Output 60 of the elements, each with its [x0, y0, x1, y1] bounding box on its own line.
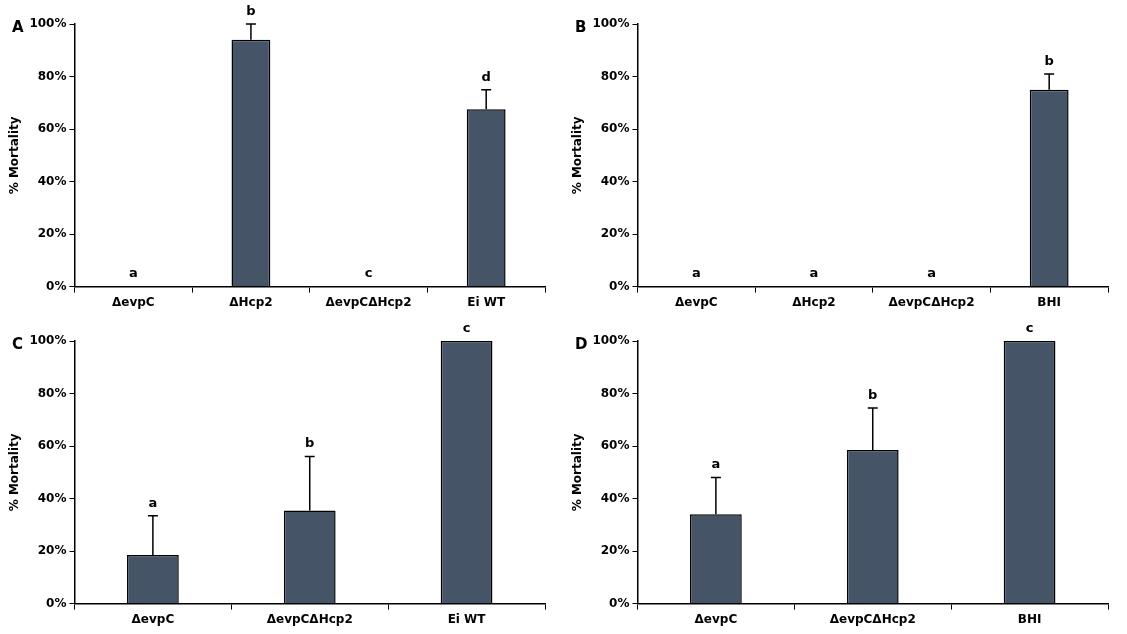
y-tick-label: 60% — [37, 438, 67, 453]
annotation: a — [128, 265, 138, 281]
x-tick-label: ΔevpC — [674, 294, 718, 309]
y-axis-title: % Mortality — [7, 433, 22, 512]
y-tick-label: 40% — [37, 173, 67, 188]
annotation: a — [927, 265, 936, 281]
y-tick-label: 80% — [37, 385, 67, 400]
y-tick-label: 60% — [600, 121, 630, 136]
x-tick-label: BHI — [1037, 294, 1062, 309]
annotation: b — [1044, 52, 1054, 68]
y-tick-label: 80% — [600, 385, 630, 400]
chart-title: D — [575, 334, 588, 353]
y-tick-label: 0% — [46, 595, 67, 610]
annotation: b — [305, 435, 315, 451]
y-tick-label: 60% — [600, 438, 630, 453]
x-tick-label: ΔevpCΔHcp2 — [829, 611, 916, 626]
chart-title: A — [12, 17, 24, 36]
x-tick-label: ΔHcp2 — [229, 294, 273, 309]
y-tick-label: 20% — [37, 226, 67, 241]
x-tick-label: ΔevpCΔHcp2 — [266, 611, 353, 626]
annotation: a — [148, 494, 158, 510]
x-tick-label: ΔevpCΔHcp2 — [325, 294, 412, 309]
x-tick-label: BHI — [1017, 611, 1042, 626]
x-tick-label: ΔevpC — [694, 611, 738, 626]
annotation: c — [1025, 319, 1034, 335]
y-tick-label: 100% — [29, 16, 67, 31]
x-tick-label: Ei WT — [447, 611, 487, 626]
y-tick-label: 40% — [37, 490, 67, 505]
chart-title: B — [575, 17, 587, 36]
annotation: a — [809, 265, 819, 281]
y-tick-label: 20% — [37, 543, 67, 558]
chart-title: C — [12, 334, 24, 353]
y-tick-label: 100% — [592, 16, 630, 31]
y-tick-label: 100% — [592, 333, 630, 348]
x-tick-label: ΔevpC — [111, 294, 155, 309]
y-tick-label: 80% — [37, 68, 67, 83]
y-tick-label: 100% — [29, 333, 67, 348]
x-tick-label: Ei WT — [467, 294, 506, 309]
annotation: d — [481, 68, 491, 84]
annotation: b — [246, 2, 256, 18]
y-tick-label: 20% — [600, 543, 630, 558]
y-tick-label: 0% — [609, 278, 630, 293]
y-tick-label: 40% — [600, 173, 630, 188]
x-tick-label: ΔevpC — [131, 611, 175, 626]
y-axis-title: % Mortality — [570, 116, 585, 195]
y-tick-label: 60% — [37, 121, 67, 136]
annotation: c — [462, 319, 471, 335]
y-tick-label: 0% — [609, 595, 630, 610]
y-tick-label: 80% — [600, 68, 630, 83]
y-axis-title: % Mortality — [570, 433, 585, 512]
y-tick-label: 20% — [600, 226, 630, 241]
y-tick-label: 0% — [46, 278, 67, 293]
annotation: c — [364, 265, 373, 281]
annotation: a — [711, 456, 721, 472]
annotation: b — [868, 386, 878, 402]
x-tick-label: ΔevpCΔHcp2 — [888, 294, 975, 309]
y-axis-title: % Mortality — [7, 116, 22, 195]
x-tick-label: ΔHcp2 — [792, 294, 836, 309]
annotation: a — [691, 265, 701, 281]
y-tick-label: 40% — [600, 490, 630, 505]
